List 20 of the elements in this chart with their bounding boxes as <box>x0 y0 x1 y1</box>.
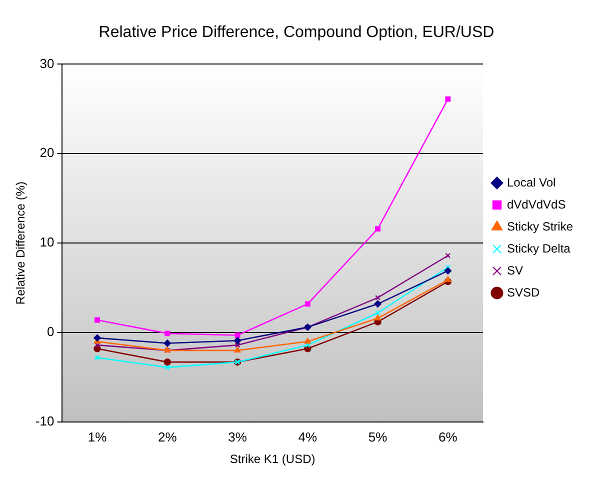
y-tick-label: 20 <box>40 145 54 160</box>
legend-label: Sticky Delta <box>506 241 571 256</box>
legend-label: SVSD <box>506 285 540 300</box>
x-tick-label: 1% <box>88 429 108 444</box>
y-tick-label: 0 <box>46 324 54 340</box>
chart-title: Relative Price Difference, Compound Option, EUR/USD <box>98 24 494 42</box>
legend-label: dVdVdVdS <box>506 197 566 212</box>
x-tick-label: 6% <box>438 429 458 444</box>
legend-label: Local Vol <box>506 175 556 190</box>
x-tick-label: 2% <box>158 429 178 444</box>
x-tick-label: 3% <box>228 429 248 444</box>
x-tick-label: 5% <box>368 429 388 444</box>
y-tick-label: 30 <box>40 56 54 71</box>
x-axis-title: Strike K1 (USD) <box>230 452 316 466</box>
y-tick-label: -10 <box>35 414 54 429</box>
y-tick-label: 10 <box>40 234 54 250</box>
legend-label: Sticky Strike <box>506 219 574 234</box>
x-tick-label: 4% <box>298 429 318 444</box>
y-axis-title: Relative Difference (%) <box>14 182 28 305</box>
legend-label: SV <box>506 263 524 278</box>
